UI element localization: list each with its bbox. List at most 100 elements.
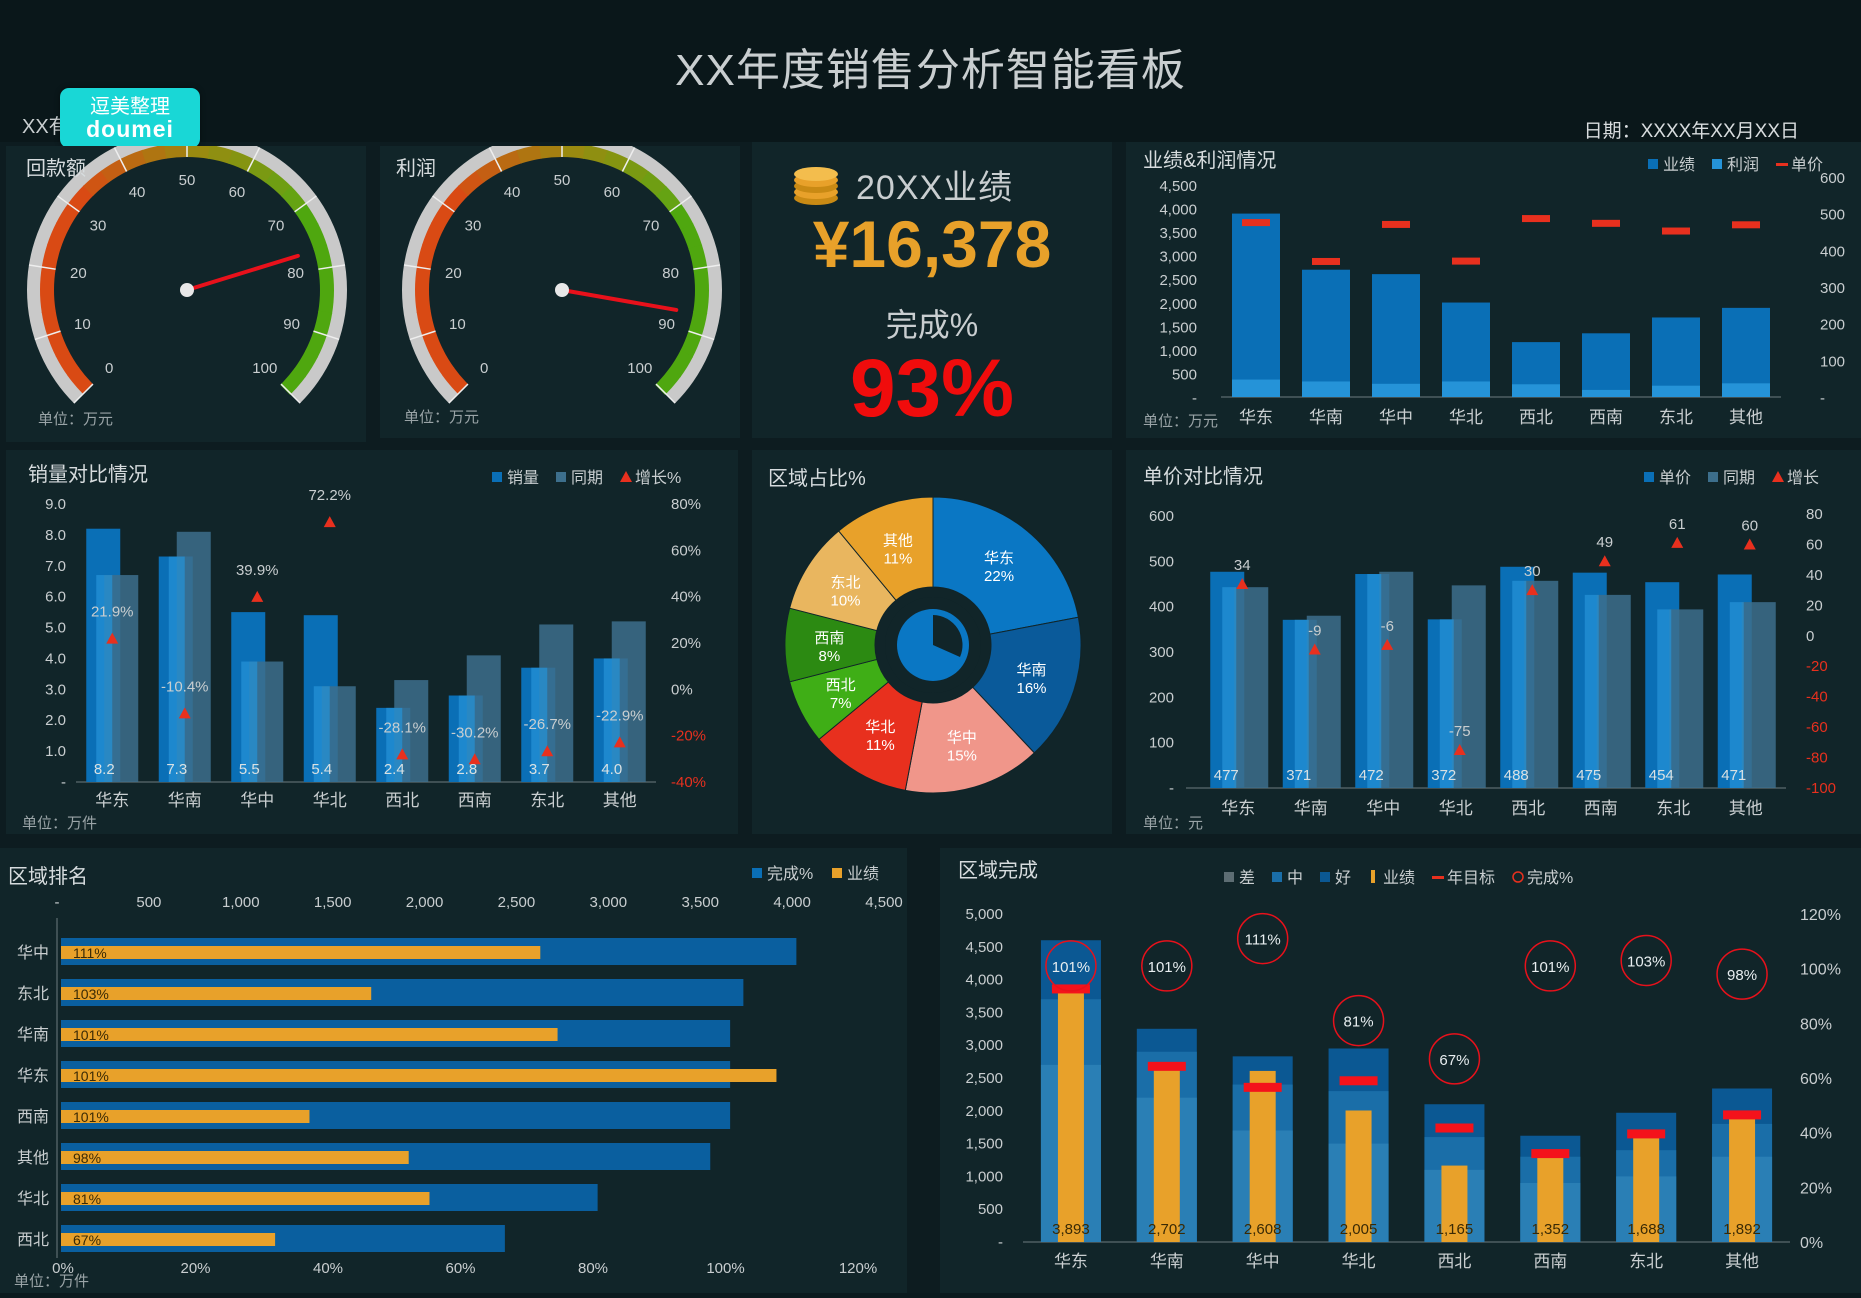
chart-unit: 单位：万元	[1143, 413, 1219, 430]
gauge-color-band	[415, 265, 431, 291]
page-title: XX年度销售分析智能看板	[675, 46, 1186, 95]
x-tick: 西南	[1584, 799, 1618, 818]
gauge-tick-label: 20	[70, 265, 87, 282]
kpi-rate-label: 完成%	[885, 307, 979, 343]
gauge-needle	[185, 253, 300, 292]
pct-label: 81%	[1344, 1014, 1374, 1031]
gauge-chart-profit: 0 10 20 30 40 50 60 70 80 90 100	[402, 130, 722, 404]
gauge-tick	[57, 195, 80, 213]
profit-bar	[1302, 381, 1350, 397]
pct-label: 67%	[1439, 1052, 1469, 1069]
x-tick: 其他	[1729, 799, 1763, 818]
value-label: 488	[1504, 767, 1529, 784]
gauge-tick	[73, 383, 94, 404]
gauge-tick	[34, 330, 61, 341]
chart-unit: 单位：万件	[22, 815, 98, 832]
x-top-tick: 2,000	[406, 894, 444, 911]
pct-label: 101%	[1052, 959, 1090, 976]
share-panel: 区域占比% 华东 22% 华南 16% 华中 15% 华北 11% 西北 7% 西南 8% 东北 10% 其…	[752, 450, 1112, 834]
gauge-color-band	[693, 267, 709, 292]
perf-bar	[1652, 317, 1700, 397]
pct-label: 101%	[73, 1068, 109, 1084]
growth-label: 34	[1234, 557, 1251, 574]
y2-tick: 0%	[1800, 1235, 1823, 1252]
legend-label: 业绩	[1663, 156, 1695, 174]
x-tick: 华东	[1054, 1252, 1088, 1271]
y2-tick: 100%	[1800, 962, 1841, 979]
x-bottom-tick: 120%	[839, 1260, 877, 1277]
y-tick: 500	[1172, 366, 1197, 383]
x-top-tick: 3,000	[590, 894, 628, 911]
prior-bar	[1379, 571, 1414, 788]
y-tick: 4,500	[965, 939, 1003, 956]
growth-marker	[1526, 584, 1539, 596]
y-tick: 东北	[17, 985, 49, 1003]
perf-bar	[1302, 269, 1350, 397]
pct-circle	[1620, 934, 1672, 987]
y-tick: 1,000	[965, 1168, 1003, 1185]
perf-bar	[61, 946, 541, 959]
perf-panel: 业绩&利润情况 4,500 4,000 3,500 3,000 2,500 2,000 1,…	[1126, 142, 1861, 438]
y2-tick: -	[1820, 390, 1825, 407]
growth-label: 72.2%	[308, 487, 351, 504]
y-tick: 3,500	[965, 1004, 1003, 1021]
gauge-color-band	[422, 222, 445, 250]
kpi-rate: 93%	[849, 343, 1015, 434]
legend-label: 年目标	[1447, 869, 1495, 887]
overlap-bar	[241, 661, 258, 782]
pie-label: 华东	[984, 550, 1014, 567]
gauge-needle	[560, 288, 679, 312]
x-tick: 华中	[1366, 799, 1400, 818]
pct-label: 111%	[73, 945, 107, 961]
x-tick: 西北	[1437, 1252, 1471, 1271]
x-top-tick: 1,000	[222, 894, 260, 911]
gauge-unit: 单位：万元	[38, 411, 114, 428]
target-marker	[1051, 984, 1090, 994]
target-marker	[1339, 1076, 1378, 1086]
perf-bar	[1537, 1153, 1564, 1242]
profit-bar	[1722, 383, 1770, 397]
gauge-title: 回款额	[26, 158, 86, 180]
price-marker	[1242, 219, 1270, 227]
legend-marker	[1512, 871, 1524, 883]
y-tick: -	[1169, 780, 1174, 797]
gauge-color-band	[318, 289, 334, 315]
price-marker	[1312, 257, 1340, 265]
gauge-tick-label: 40	[129, 184, 146, 201]
y-tick: 西北	[17, 1231, 49, 1249]
x-bottom-tick: 40%	[313, 1260, 343, 1277]
x-tick: 华南	[1294, 799, 1328, 818]
chart-title: 销量对比情况	[28, 464, 148, 486]
x-top-tick: 500	[136, 894, 161, 911]
perf-bar	[1345, 1110, 1372, 1242]
pct-label: 101%	[73, 1027, 109, 1043]
subtitle: XX有	[22, 116, 69, 138]
value-label: 1,352	[1532, 1221, 1570, 1238]
pct-label: 67%	[73, 1232, 101, 1248]
target-marker	[1435, 1123, 1474, 1133]
value-label: 3,893	[1052, 1221, 1090, 1238]
perf-profit-chart: 4,500 4,000 3,500 3,000 2,500 2,000 1,500 1,000…	[1159, 156, 1845, 427]
y-tick: 华南	[17, 1026, 49, 1044]
value-label: 472	[1359, 767, 1384, 784]
perf-bar	[1372, 274, 1420, 397]
y-tick: 500	[1149, 553, 1174, 570]
value-label: 475	[1576, 767, 1601, 784]
y2-tick: 60%	[671, 542, 701, 559]
legend-marker	[1648, 159, 1658, 169]
growth-marker	[1236, 578, 1249, 590]
logo-line1: 逗美整理	[90, 96, 170, 118]
gauge-color-band	[416, 309, 436, 336]
x-tick: 西南	[458, 791, 492, 810]
gauge-tick	[655, 383, 676, 404]
gauge-tick	[113, 147, 128, 172]
gauge-color-band	[516, 144, 543, 164]
x-tick: 华中	[1379, 408, 1413, 427]
overlap-bar	[1512, 580, 1527, 788]
gauge-color-band	[313, 310, 333, 337]
y2-tick: 0%	[671, 681, 693, 698]
gauge-tick-label: 20	[445, 265, 462, 282]
gauge-color-band	[318, 267, 334, 292]
gauge-color-band	[164, 143, 189, 159]
region-completion-chart: 5,000 4,500 4,000 3,500 3,000 2,500 2,000 1,500…	[965, 869, 1841, 1271]
